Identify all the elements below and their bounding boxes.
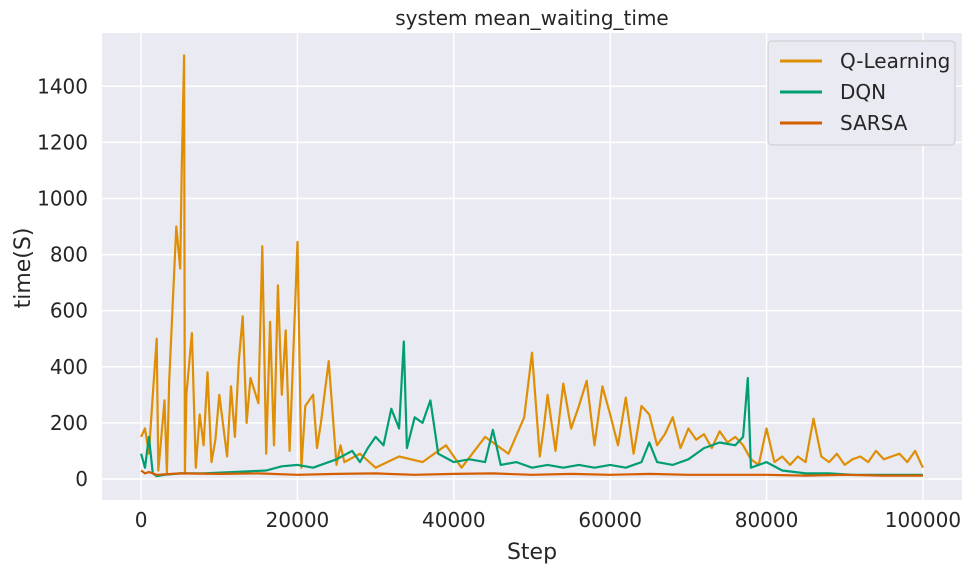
y-tick-label: 400 <box>50 355 88 379</box>
legend-label-dqn: DQN <box>840 80 886 104</box>
x-tick-label: 80000 <box>735 508 799 532</box>
y-tick-label: 1000 <box>37 186 88 210</box>
x-tick-label: 40000 <box>422 508 486 532</box>
series-group <box>140 54 924 478</box>
y-tick-label: 600 <box>50 299 88 323</box>
legend: Q-Learning DQN SARSA <box>767 40 956 146</box>
y-tick-label: 0 <box>75 467 88 491</box>
y-tick-label: 200 <box>50 411 88 435</box>
chart-title: system mean_waiting_time <box>395 6 669 30</box>
y-tick-label: 800 <box>50 243 88 267</box>
x-tick-label: 100000 <box>885 508 961 532</box>
x-tick-label: 0 <box>135 508 148 532</box>
y-tick-label: 1200 <box>37 130 88 154</box>
legend-label-q-learning: Q-Learning <box>840 49 950 73</box>
x-axis-label: Step <box>507 540 557 565</box>
x-tick-label: 20000 <box>266 508 330 532</box>
y-tick-label: 1400 <box>37 74 88 98</box>
series-line-dqn <box>140 340 923 478</box>
series-line-sarsa <box>140 469 923 477</box>
x-axis-ticks: 0 20000 40000 60000 80000 100000 <box>135 508 961 532</box>
x-tick-label: 60000 <box>578 508 642 532</box>
legend-box <box>767 40 956 146</box>
series-line-q-learning <box>140 54 924 475</box>
y-axis-label: time(S) <box>11 228 36 309</box>
legend-label-sarsa: SARSA <box>840 111 908 135</box>
y-axis-ticks: 0 200 400 600 800 1000 1200 1400 <box>37 74 88 491</box>
